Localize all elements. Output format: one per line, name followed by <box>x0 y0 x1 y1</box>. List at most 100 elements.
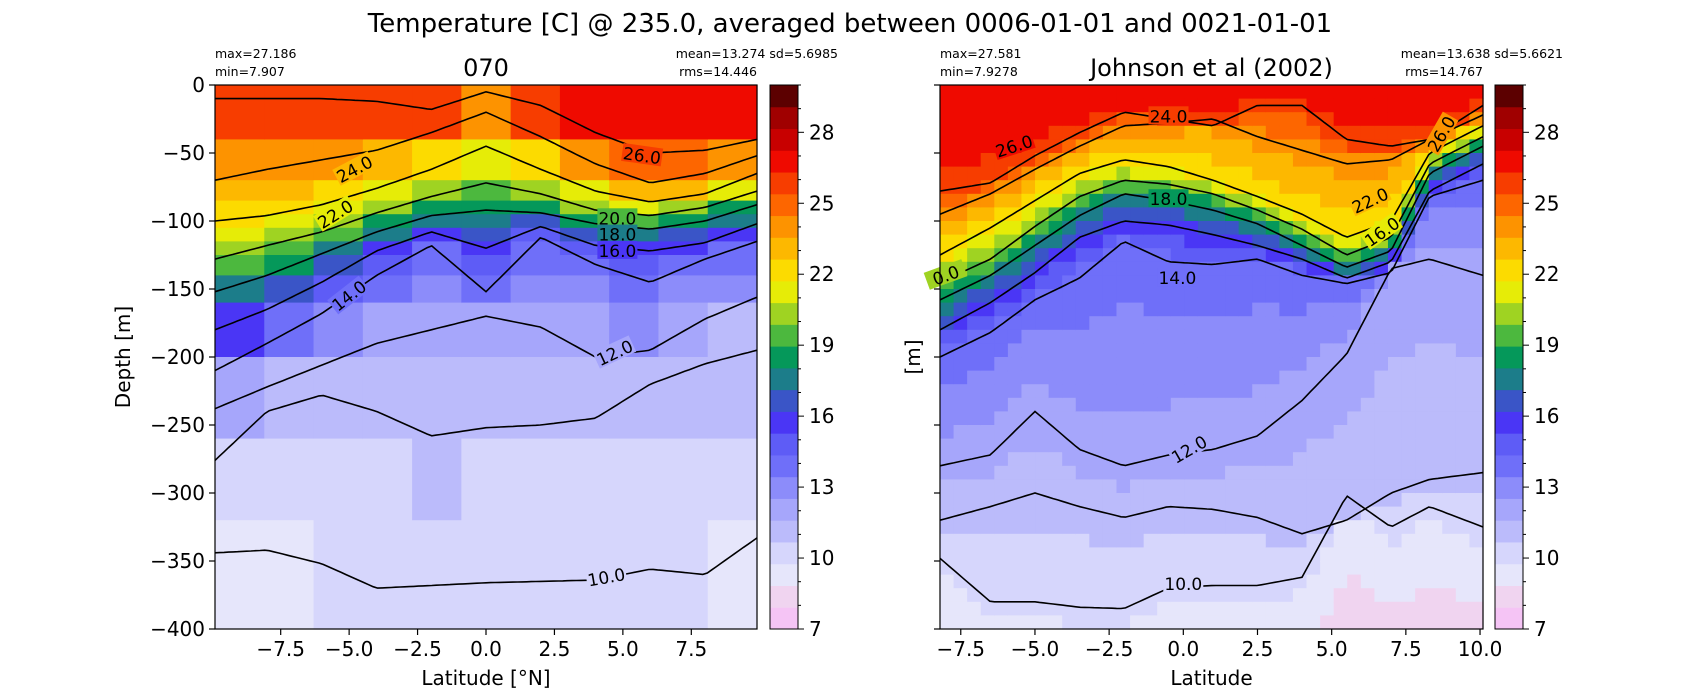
heatmap-cell <box>1238 166 1253 181</box>
heatmap-cell <box>1225 85 1240 100</box>
heatmap-cell <box>1102 234 1118 249</box>
heatmap-cell <box>1469 425 1484 440</box>
heatmap-cell <box>994 85 1009 100</box>
heatmap-cell <box>1089 139 1104 154</box>
y-tick-label: −100 <box>150 209 205 233</box>
heatmap-cell <box>1333 85 1348 100</box>
heatmap-cell <box>1320 561 1335 576</box>
heatmap-cell <box>1197 85 1213 100</box>
heatmap-cell <box>1089 234 1104 249</box>
heatmap-cell <box>1428 574 1443 589</box>
heatmap-cell <box>1089 98 1104 113</box>
heatmap-cell <box>1347 302 1362 317</box>
x-tick-label: −2.5 <box>1085 637 1134 661</box>
heatmap-cell <box>1048 370 1063 385</box>
heatmap-cell <box>994 574 1009 589</box>
heatmap-cell <box>940 357 955 372</box>
heatmap-cell <box>967 139 982 154</box>
heatmap-cell <box>1211 166 1226 181</box>
heatmap-cell <box>1130 275 1145 290</box>
heatmap-cell <box>1428 479 1443 494</box>
heatmap-cell <box>1143 316 1158 331</box>
heatmap-cell <box>1415 221 1430 236</box>
heatmap-cell <box>940 533 955 548</box>
heatmap-cell <box>1469 125 1484 140</box>
heatmap-cell <box>1415 98 1430 113</box>
heatmap-cell <box>1442 275 1457 290</box>
heatmap-cell <box>1442 615 1457 630</box>
heatmap-cell <box>1075 275 1090 290</box>
heatmap-cell <box>1374 166 1389 181</box>
heatmap-cell <box>953 302 968 317</box>
heatmap-cell <box>1007 561 1023 576</box>
heatmap-cell <box>1143 506 1158 521</box>
heatmap-cell <box>1130 153 1145 168</box>
heatmap-cell <box>1184 329 1199 344</box>
heatmap-cell <box>1170 139 1185 154</box>
isotherm-line <box>939 495 1484 610</box>
colorbar-tick-label: 19 <box>1534 333 1559 357</box>
heatmap-cell <box>1238 479 1253 494</box>
heatmap-cell <box>1197 533 1213 548</box>
heatmap-cell <box>1211 221 1226 236</box>
heatmap-cell <box>1211 153 1226 168</box>
heatmap-cell <box>1116 384 1131 399</box>
contour-label-bg <box>1148 106 1189 125</box>
heatmap-cell <box>1374 601 1389 616</box>
heatmap-cell <box>1130 357 1145 372</box>
heatmap-cell <box>1265 316 1280 331</box>
colorbar-segment <box>1495 237 1523 260</box>
heatmap-cell <box>1075 357 1090 372</box>
heatmap-cell <box>1333 98 1348 113</box>
heatmap-cell <box>1279 465 1294 480</box>
heatmap-cell <box>1184 561 1199 576</box>
heatmap-cell <box>953 397 968 412</box>
heatmap-cell <box>1130 221 1145 236</box>
heatmap-cell <box>1401 520 1416 535</box>
colorbar-segment <box>770 150 798 173</box>
heatmap-cell <box>1089 411 1104 426</box>
y-axis-label-left: Depth [m] <box>111 306 135 408</box>
heatmap-cell <box>1102 547 1118 562</box>
heatmap-cell <box>1292 370 1308 385</box>
heatmap-cell <box>1075 425 1090 440</box>
heatmap-cell <box>510 241 561 256</box>
heatmap-cell <box>1469 357 1484 372</box>
heatmap-cell <box>1238 561 1253 576</box>
heatmap-cell <box>994 343 1009 358</box>
panel-left: 26.024.022.0 20.018.016.014.012.010.0 −7.… <box>111 46 838 690</box>
heatmap-cell <box>1197 615 1213 630</box>
x-tick-label: 5.0 <box>607 637 639 661</box>
heatmap-cell <box>953 520 968 535</box>
heatmap-cell <box>1401 561 1416 576</box>
heatmap-cell <box>1347 520 1362 535</box>
heatmap-cell <box>1306 180 1321 195</box>
heatmap-cell <box>1415 411 1430 426</box>
heatmap-cell <box>264 302 315 358</box>
heatmap-cell <box>1075 316 1090 331</box>
heatmap-cell <box>1292 615 1308 630</box>
heatmap-cell <box>1062 601 1077 616</box>
heatmap-cell <box>980 588 995 603</box>
colorbar-segment <box>1495 324 1523 347</box>
heatmap-cell <box>1415 574 1430 589</box>
heatmap-cell <box>1021 98 1036 113</box>
heatmap-cell <box>1007 98 1023 113</box>
heatmap-cell <box>1075 561 1090 576</box>
heatmap-cell <box>994 329 1009 344</box>
heatmap-cell <box>1455 329 1471 344</box>
heatmap-cell <box>1306 479 1321 494</box>
heatmap-cell <box>1143 384 1158 399</box>
heatmap-cell <box>1387 384 1403 399</box>
heatmap-cell <box>940 112 955 127</box>
heatmap-cell <box>1387 193 1403 208</box>
heatmap-cell <box>1279 139 1294 154</box>
heatmap-cell <box>1265 112 1280 127</box>
panel-title-left: 070 <box>463 54 509 82</box>
heatmap-cell <box>1062 85 1077 100</box>
heatmap-cell <box>1306 85 1321 100</box>
heatmap-cell <box>215 227 265 242</box>
heatmap-cell <box>1116 357 1131 372</box>
heatmap-cell <box>1265 85 1280 100</box>
heatmap-cell <box>1428 452 1443 467</box>
